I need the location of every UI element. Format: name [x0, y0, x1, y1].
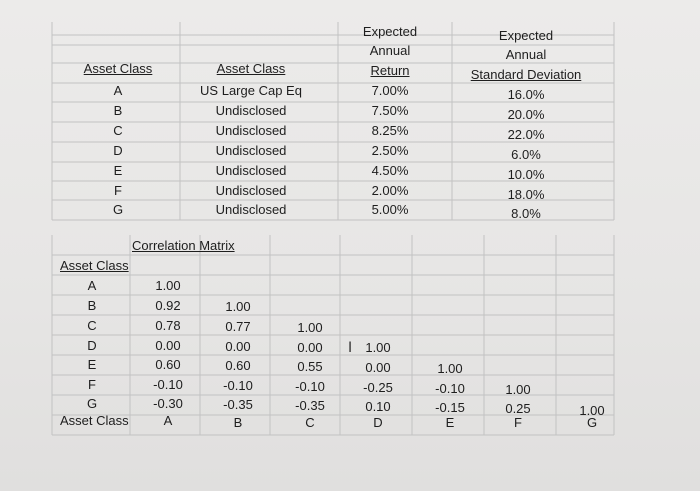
asset-class-cell: C [113, 123, 123, 138]
col-label: G [586, 415, 598, 430]
std-dev-cell: 20.0% [507, 107, 545, 122]
asset-class-cell: E [113, 163, 123, 178]
expected-return-cell: 5.00% [371, 202, 409, 217]
asset-class-cell: D [113, 143, 123, 158]
correlation-cell: 0.78 [155, 318, 181, 333]
expected-return-cell: 7.50% [371, 103, 409, 118]
row-label: D [87, 338, 97, 353]
asset-class-cell: G [112, 202, 124, 217]
asset-name-cell: Undisclosed [215, 202, 287, 217]
correlation-cell: 0.60 [155, 357, 181, 372]
correlation-cell: -0.10 [435, 381, 465, 396]
asset-name-cell: Undisclosed [215, 103, 287, 118]
row-label: F [88, 377, 96, 392]
header-return: Return [370, 63, 410, 78]
correlation-cell: -0.10 [223, 378, 253, 393]
correlation-cell: 0.25 [505, 401, 531, 416]
correlation-cell: 1.00 [155, 278, 181, 293]
correlation-cell: 1.00 [579, 403, 605, 418]
expected-return-cell: 2.00% [371, 183, 409, 198]
correlation-cell: 0.55 [297, 359, 323, 374]
correlation-cell: -0.35 [295, 398, 325, 413]
asset-name-cell: US Large Cap Eq [200, 83, 302, 98]
header-annual: Annual [369, 43, 411, 58]
col-header-asset-class: Asset Class [60, 413, 129, 428]
header-asset-class: Asset Class [83, 61, 153, 76]
std-dev-cell: 8.0% [511, 206, 541, 221]
row-label: C [87, 318, 97, 333]
asset-name-cell: Undisclosed [215, 123, 287, 138]
correlation-cell: 1.00 [297, 320, 323, 335]
asset-name-cell: Undisclosed [215, 143, 287, 158]
correlation-cell: 0.92 [155, 298, 181, 313]
correlation-cell: 0.00 [225, 339, 251, 354]
asset-class-cell: F [114, 183, 122, 198]
correlation-cell: 0.60 [225, 358, 251, 373]
correlation-cell: -0.30 [153, 396, 183, 411]
std-dev-cell: 22.0% [507, 127, 545, 142]
std-dev-cell: 18.0% [507, 187, 545, 202]
correlation-cell: -0.35 [223, 397, 253, 412]
std-dev-cell: 16.0% [507, 87, 545, 102]
correlation-cell: 0.00 [297, 340, 323, 355]
correlation-cell: 0.77 [225, 319, 251, 334]
correlation-cell: -0.25 [363, 380, 393, 395]
expected-return-cell: 8.25% [371, 123, 409, 138]
expected-return-cell: 7.00% [371, 83, 409, 98]
correlation-cell: 1.00 [437, 361, 463, 376]
asset-class-cell: A [113, 83, 123, 98]
asset-name-cell: Undisclosed [215, 163, 287, 178]
row-label: G [86, 396, 98, 411]
correlation-cell: -0.10 [153, 377, 183, 392]
text-cursor-icon: I [348, 340, 353, 356]
col-label: D [373, 415, 383, 430]
header-expected: Expected [362, 24, 418, 39]
correlation-cell: -0.10 [295, 379, 325, 394]
col-label: C [305, 415, 315, 430]
expected-return-cell: 4.50% [371, 163, 409, 178]
row-header-asset-class: Asset Class [60, 258, 129, 273]
expected-return-cell: 2.50% [371, 143, 409, 158]
col-label: F [514, 415, 522, 430]
correlation-cell: 1.00 [505, 382, 531, 397]
row-label: A [87, 278, 97, 293]
col-label: B [233, 415, 243, 430]
correlation-cell: 0.00 [365, 360, 391, 375]
asset-class-cell: B [113, 103, 123, 118]
col-label: E [445, 415, 455, 430]
correlation-cell: 1.00 [225, 299, 251, 314]
correlation-cell: 0.00 [155, 338, 181, 353]
header-asset-class-name: Asset Class [216, 61, 286, 76]
row-label: B [87, 298, 97, 313]
header-annual-2: Annual [505, 47, 547, 62]
asset-name-cell: Undisclosed [215, 183, 287, 198]
correlation-cell: 1.00 [365, 340, 391, 355]
correlation-cell: -0.15 [435, 400, 465, 415]
row-label: E [87, 357, 97, 372]
std-dev-cell: 6.0% [511, 147, 541, 162]
header-expected-2: Expected [498, 28, 554, 43]
col-label: A [163, 413, 173, 428]
header-standard-deviation: Standard Deviation [470, 67, 582, 82]
correlation-title: Correlation Matrix [132, 238, 235, 253]
correlation-cell: 0.10 [365, 399, 391, 414]
std-dev-cell: 10.0% [507, 167, 545, 182]
